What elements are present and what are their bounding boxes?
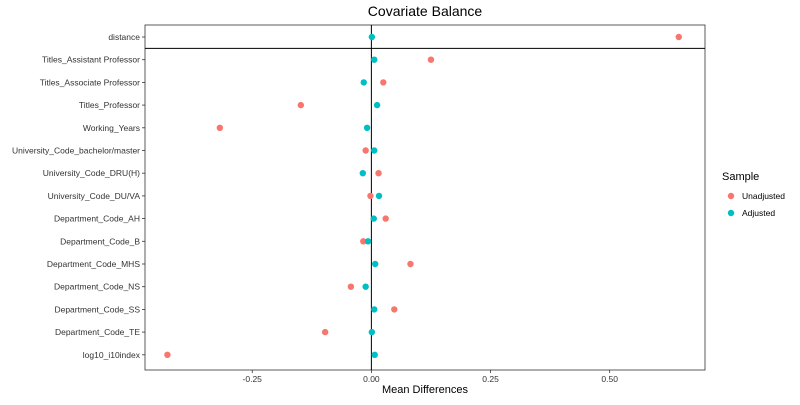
legend-title: Sample — [722, 171, 759, 183]
x-tick-label: 0.50 — [601, 374, 618, 384]
point-unadjusted-14 — [164, 351, 171, 358]
point-unadjusted-6 — [375, 170, 382, 177]
x-tick-label: 0.25 — [482, 374, 499, 384]
y-tick-label: log10_i10index — [83, 350, 141, 360]
point-adjusted-4 — [363, 124, 371, 131]
point-adjusted-14 — [371, 351, 378, 358]
chart-title: Covariate Balance — [368, 3, 483, 19]
plot-panel — [144, 24, 706, 371]
point-adjusted-7 — [375, 192, 383, 200]
legend-key-adjusted — [727, 209, 735, 217]
point-adjusted-2 — [360, 79, 367, 86]
y-tick-label: Department_Code_B — [60, 236, 140, 246]
point-unadjusted-5 — [362, 147, 369, 154]
point-unadjusted-10 — [407, 260, 414, 268]
y-tick-label: Working_Years — [83, 123, 140, 133]
point-adjusted-8 — [370, 215, 377, 222]
legend-key-unadjusted — [727, 192, 735, 200]
point-adjusted-12 — [371, 306, 378, 313]
y-tick-label: University_Code_DRU(H) — [43, 168, 140, 178]
point-adjusted-0 — [368, 33, 376, 41]
x-axis: -0.25 0.00 0.25 0.50 — [243, 370, 618, 384]
x-axis-title: Mean Differences — [382, 384, 469, 396]
y-tick-label: Department_Code_AH — [54, 214, 140, 224]
y-tick-label: Department_Code_NS — [54, 282, 140, 292]
point-unadjusted-12 — [391, 306, 398, 313]
point-unadjusted-8 — [382, 215, 389, 222]
y-tick-label: University_Code_bachelor/master — [12, 146, 140, 156]
legend: Sample Unadjusted Adjusted — [722, 171, 785, 218]
point-unadjusted-11 — [347, 283, 355, 290]
y-tick-label: distance — [108, 32, 140, 42]
x-tick-label: 0.00 — [363, 374, 380, 384]
point-unadjusted-4 — [216, 124, 224, 131]
y-tick-label: Titles_Professor — [79, 100, 140, 110]
y-tick-label: Department_Code_TE — [55, 327, 140, 337]
point-adjusted-10 — [371, 260, 379, 268]
point-unadjusted-13 — [321, 328, 329, 336]
point-adjusted-5 — [371, 147, 378, 154]
point-adjusted-6 — [359, 170, 367, 177]
point-unadjusted-0 — [675, 33, 682, 41]
point-unadjusted-2 — [380, 79, 387, 86]
x-tick-label: -0.25 — [243, 374, 263, 384]
point-unadjusted-7 — [367, 192, 374, 200]
point-unadjusted-1 — [427, 56, 435, 63]
y-tick-label: Titles_Assistant Professor — [42, 55, 140, 65]
point-adjusted-11 — [362, 283, 369, 290]
y-tick-label: University_Code_DU/VA — [48, 191, 141, 201]
y-tick-label: Titles_Associate Professor — [40, 77, 140, 87]
y-tick-label: Department_Code_MHS — [47, 259, 140, 269]
legend-label-adjusted: Adjusted — [742, 208, 775, 218]
point-adjusted-1 — [371, 56, 378, 63]
legend-label-unadjusted: Unadjusted — [742, 191, 785, 201]
point-unadjusted-9 — [360, 238, 367, 245]
data-points — [145, 25, 705, 370]
point-adjusted-3 — [373, 101, 381, 109]
point-adjusted-13 — [368, 328, 376, 336]
point-unadjusted-3 — [297, 101, 305, 109]
y-axis-labels: distance Titles_Assistant Professor Titles… — [12, 32, 145, 360]
point-adjusted-9 — [364, 238, 372, 245]
y-tick-label: Department_Code_SS — [54, 304, 140, 314]
